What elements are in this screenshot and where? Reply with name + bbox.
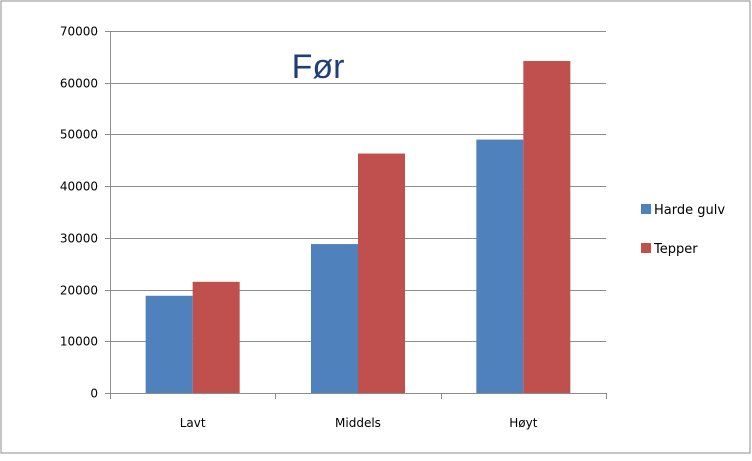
legend: Harde gulv Tepper [641,203,725,257]
y-tick-label: 20000 [60,284,98,298]
y-tick-label: 0 [90,387,98,401]
x-tick-label: Lavt [180,416,206,430]
bar-harde-gulv-høyt [476,139,524,393]
bar-tepper-middels [358,153,405,393]
legend-swatch [641,204,651,214]
y-tick-label: 40000 [60,180,98,194]
y-tick-label: 10000 [60,335,98,349]
y-tick-label: 70000 [60,25,98,39]
x-tick-label: Middels [335,416,381,430]
chart-title: Før [292,48,345,86]
axes-layer [105,31,607,399]
bar-tepper-høyt [523,60,571,393]
y-tick-label: 60000 [60,77,98,91]
legend-swatch [641,243,651,253]
legend-label: Tepper [653,242,698,257]
labels-layer: 0 10000 20000 30000 40000 50000 60000 70000 Lavt… [60,25,538,431]
bar-harde-gulv-middels [311,244,358,393]
bar-tepper-lavt [192,281,240,393]
x-tick-label: Høyt [509,416,537,430]
bars-layer [145,60,571,393]
y-tick-label: 30000 [60,232,98,246]
y-tick-label: 50000 [60,128,98,142]
bar-harde-gulv-lavt [145,295,193,393]
legend-label: Harde gulv [654,203,725,218]
